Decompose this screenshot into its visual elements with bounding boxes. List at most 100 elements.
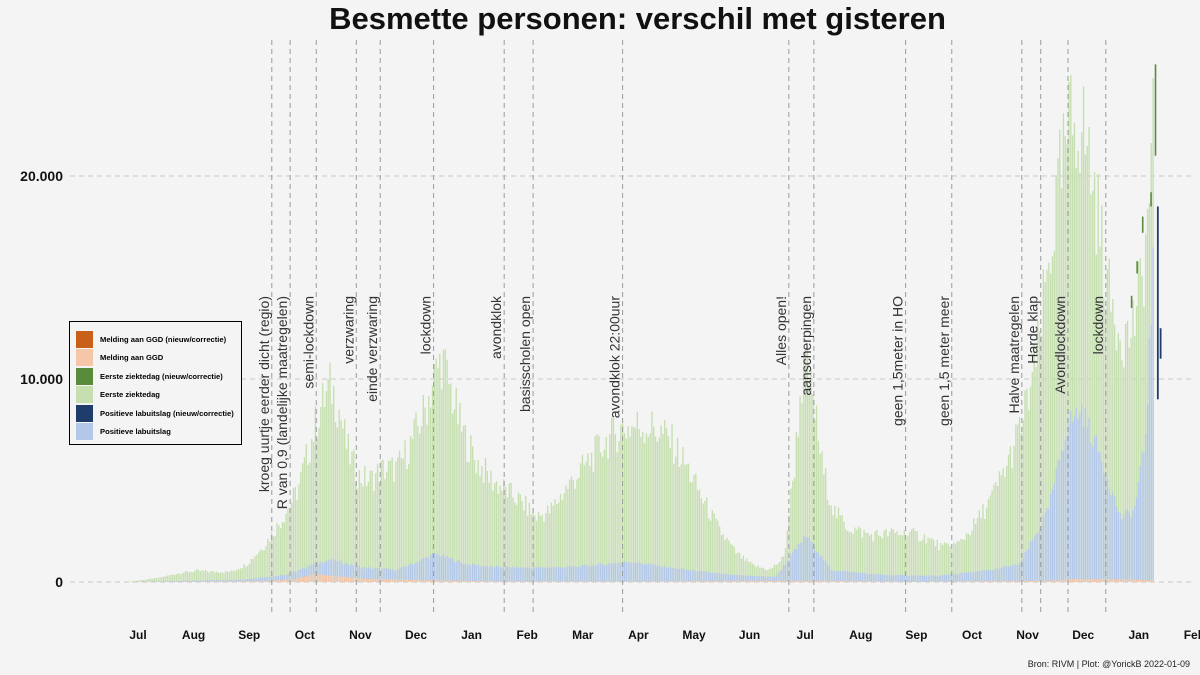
bar-eerste-ziektedag [536,520,538,582]
bar-positieve-labuitslag [751,576,754,582]
bar-melding-aan-ggd [1018,580,1021,582]
bar-eerste-ziektedag [375,472,377,582]
bar-positieve-labuitslag [329,559,331,582]
bar-eerste-ziektedag [1110,311,1112,582]
bar-positieve-labuitslag [195,580,198,582]
bar-eerste-ziektedag [450,383,452,582]
bar-eerste-ziektedag [1070,74,1072,583]
bar-melding-aan-ggd [331,575,333,582]
bar-melding-aan-ggd [446,580,448,582]
bar-melding-aan-ggd [682,581,684,582]
bar-positieve-labuitslag [1139,465,1141,582]
bar-positieve-labuitslag [1017,564,1019,582]
annotation-label: Harde klap [1025,296,1041,364]
bar-melding-aan-ggd [267,581,269,582]
bar-positieve-labuitslag [726,573,728,582]
bar-melding-aan-ggd [239,581,242,582]
bar-eerste-ziektedag [839,515,841,582]
bar-positieve-labuitslag [168,581,170,582]
bar-positieve-labuitslag [155,581,157,582]
bar-positieve-labuitslag [874,574,876,582]
annotation-label: kroeg uurtje eerder dicht (regio) [256,296,272,492]
bar-positieve-labuitslag [554,567,556,582]
bar-positieve-labuitslag [700,570,702,582]
bar-positieve-labuitslag [691,570,693,582]
bar-eerste-ziektedag [429,407,432,582]
bar-melding-aan-ggd [472,581,474,582]
bar-melding-aan-ggd [777,580,779,582]
legend-label: Positieve labuitslag [100,427,171,437]
bar-melding-aan-ggd [342,576,344,582]
bar-positieve-labuitslag [248,578,251,582]
bar-positieve-labuitslag [609,563,611,582]
bar-positieve-labuitslag [859,573,862,582]
bar-melding-aan-ggd [1092,579,1094,582]
y-tick-label: 10.000 [20,371,63,387]
bar-positieve-labuitslag [583,564,585,582]
bar-eerste-ziektedag [517,492,520,582]
bar-melding-aan-ggd [1075,578,1077,582]
bar-positieve-labuitslag [459,561,461,582]
bar-melding-aan-ggd [1093,579,1096,582]
bar-melding-aan-ggd [426,580,428,582]
bar-melding-aan-ggd [435,580,437,582]
bar-eerste-ziektedag [254,556,256,582]
bar-eerste-ziektedag [1108,258,1110,582]
bar-eerste-ziektedag [1026,388,1028,582]
bar-melding-aan-ggd [1081,579,1083,582]
bar-eerste-ziektedag [1035,366,1037,582]
bar-eerste-ziektedag [799,396,801,582]
bar-positieve-labuitslag [547,567,549,582]
bar-eerste-ziektedag [825,468,827,582]
bar-positieve-labuitslag [530,568,532,582]
bar-positieve-labuitslag [325,560,328,582]
bar-positieve-labuitslag [1018,563,1021,582]
bar-melding-aan-ggd [964,581,966,582]
bar-positieve-labuitslag [506,566,509,582]
bar-melding-aan-ggd [278,580,280,582]
bar-positieve-labuitslag [718,573,721,582]
bar-eerste-ziektedag [1042,269,1045,582]
bar-melding-aan-ggd [857,581,860,582]
bar-eerste-ziektedag [932,539,935,582]
bar-melding-aan-ggd [393,579,395,582]
bar-positieve-labuitslag [1145,434,1147,582]
bar-eerste-ziektedag [1064,136,1066,583]
bar-melding-aan-ggd [1106,579,1109,582]
bar-eerste-ziektedag [927,537,929,582]
bar-melding-aan-ggd [404,579,406,582]
bar-positieve-labuitslag [603,565,606,582]
bar-positieve-labuitslag [976,571,979,582]
bar-positieve-labuitslag [354,565,357,582]
bar-melding-aan-ggd [1017,581,1019,582]
bar-eerste-ziektedag [550,502,553,582]
bar-melding-aan-ggd [376,579,379,582]
bar-melding-aan-ggd [1024,580,1026,582]
bar-eerste-ziektedag [698,489,701,582]
bar-eerste-ziektedag [247,565,249,582]
bar-positieve-labuitslag [1053,483,1055,582]
bar-positieve-labuitslag [367,567,370,582]
bar-eerste-ziektedag [974,523,977,582]
bar-eerste-ziektedag [236,569,238,582]
legend-label: Melding aan GGD (nieuw/correctie) [100,334,227,344]
bar-positieve-labuitslag [974,571,977,582]
bar-positieve-labuitslag [629,562,631,582]
bar-positieve-labuitslag [307,566,309,582]
bar-eerste-ziektedag [689,482,692,582]
annotation-label: semi-lockdown [300,296,316,389]
bar-melding-aan-ggd [830,581,832,582]
bar-melding-aan-ggd [323,575,326,582]
bar-positieve-labuitslag [334,559,337,582]
bar-positieve-labuitslag [1037,532,1039,582]
bar-eerste-ziektedag [863,529,865,582]
bar-melding-aan-ggd [1000,581,1002,582]
bar-eerste-ziektedag [206,571,209,582]
bar-positieve-labuitslag [446,555,448,582]
bar-eerste-ziektedag [594,435,596,582]
bar-positieve-labuitslag [883,574,885,582]
bar-positieve-labuitslag [292,571,295,582]
bar-melding-aan-ggd [565,581,567,582]
bar-melding-aan-ggd [1059,580,1061,582]
bar-melding-aan-ggd [744,581,746,582]
